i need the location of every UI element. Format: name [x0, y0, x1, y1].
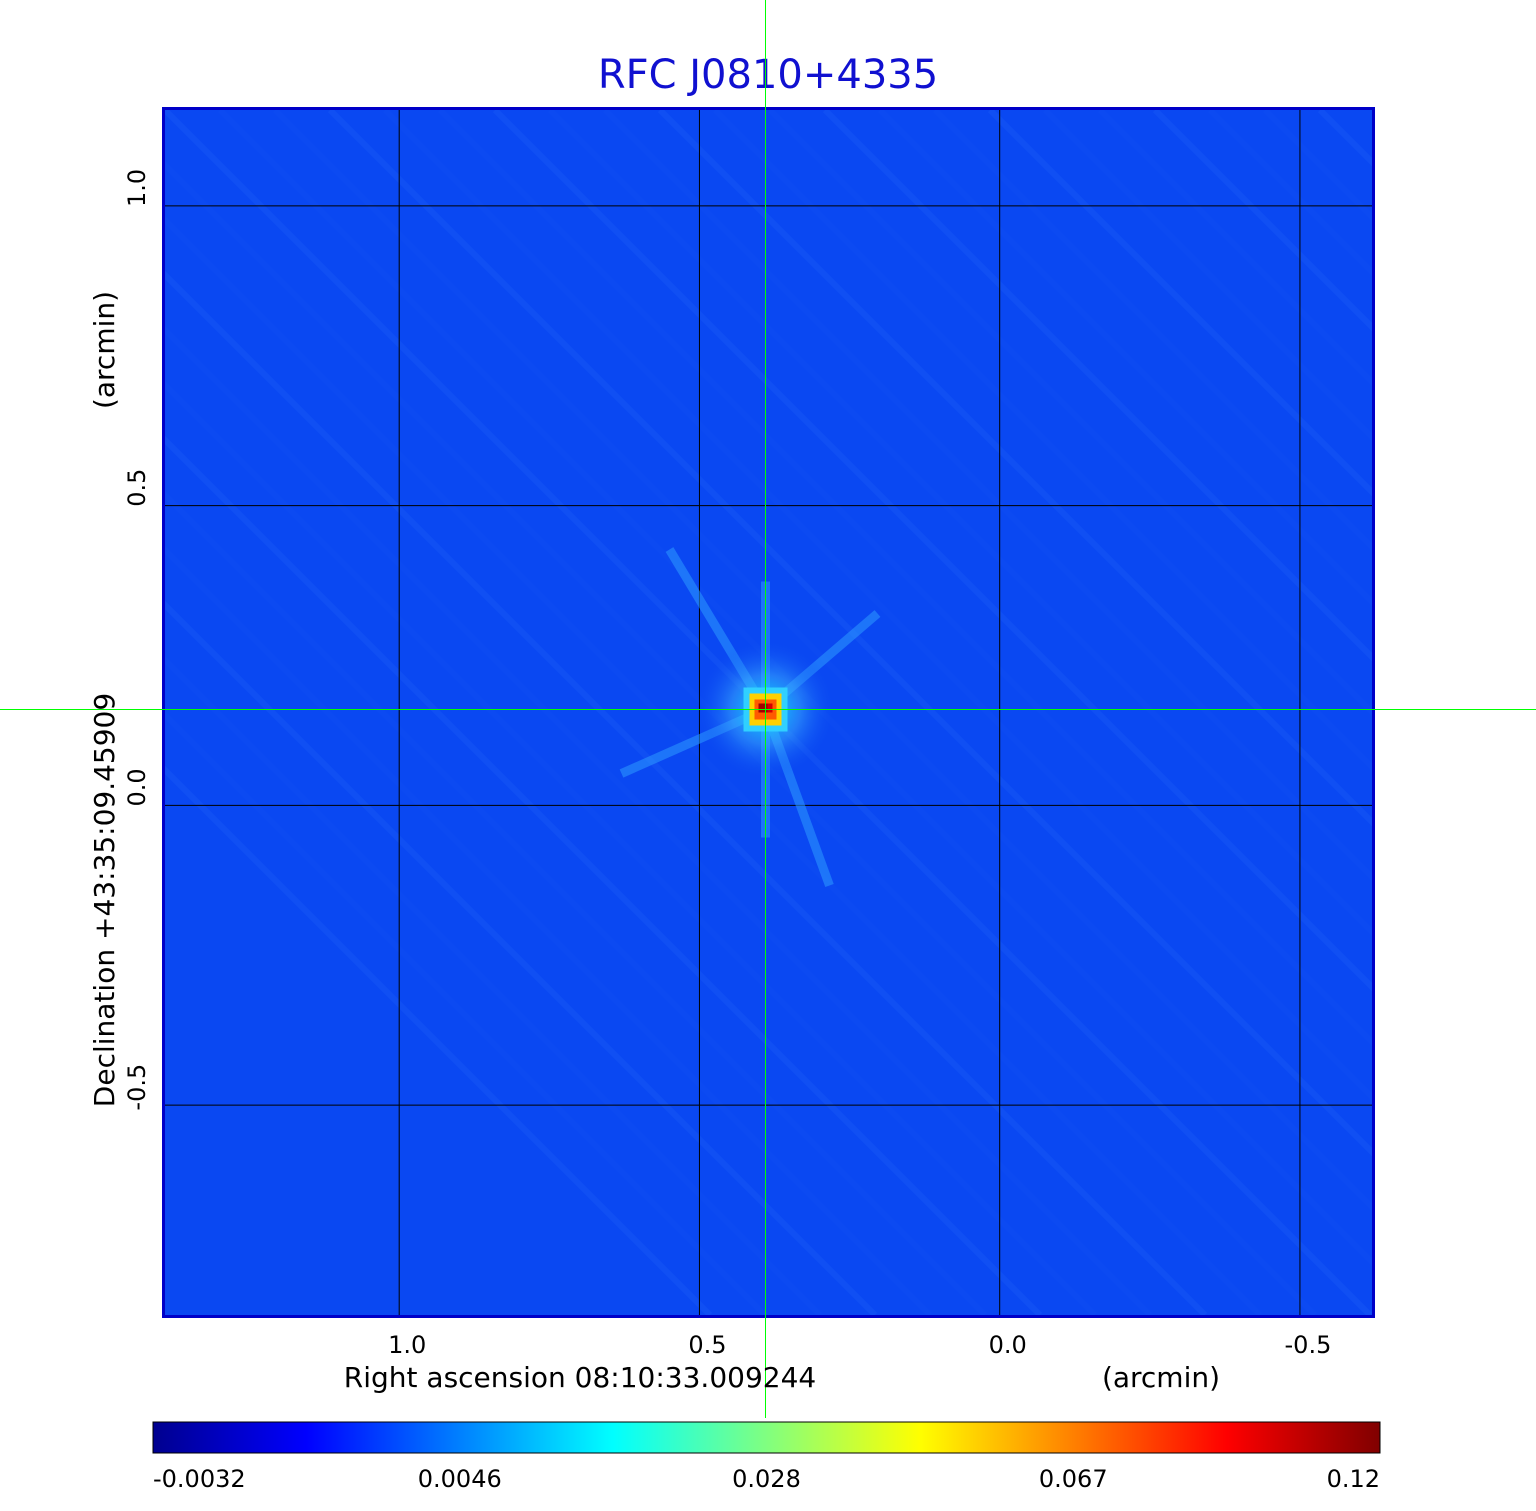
x-tick-label: -0.5	[1285, 1331, 1332, 1359]
texture-streak	[165, 600, 878, 1315]
colorbar-tick-labels: -0.0032 0.0046 0.028 0.067 0.12	[153, 1465, 1380, 1493]
texture-streak	[1042, 110, 1372, 442]
image-texture	[165, 110, 1536, 1315]
grid	[165, 110, 1372, 1315]
texture-streak	[547, 110, 1372, 937]
texture-streak	[1375, 110, 1536, 1315]
texture-streak	[987, 110, 1372, 497]
texture-streak	[712, 110, 1372, 772]
y-tick-label: -0.5	[123, 1064, 151, 1111]
texture-streak	[165, 765, 713, 1315]
source-peak	[767, 703, 773, 713]
texture-streak	[877, 110, 1372, 607]
y-tick-labels: 1.0 0.5 0.0 -0.5	[123, 169, 151, 1111]
texture-streak	[165, 710, 768, 1315]
x-tick-label: 1.0	[388, 1331, 426, 1359]
x-tick-label: 0.0	[989, 1331, 1027, 1359]
colorbar: -0.0032 0.0046 0.028 0.067 0.12	[152, 1421, 1381, 1493]
texture-streak	[272, 110, 1372, 1212]
texture-streak	[1097, 110, 1372, 387]
colorbar-tick-label: 0.12	[1327, 1465, 1380, 1493]
x-tick-label: 0.5	[688, 1331, 726, 1359]
texture-streak	[602, 110, 1372, 882]
texture-streak	[492, 110, 1372, 992]
texture-streak	[932, 110, 1372, 552]
texture-streak	[165, 215, 1263, 1315]
source-peak	[758, 703, 768, 713]
plot-area	[162, 107, 1536, 1318]
colorbar-tick-label: 0.0046	[418, 1465, 502, 1493]
texture-streak	[165, 655, 823, 1315]
texture-streak	[165, 545, 933, 1315]
plot-frame	[162, 107, 1375, 1318]
texture-streak	[382, 110, 1372, 1102]
texture-streak	[437, 110, 1372, 1047]
y-tick-label: 1.0	[123, 169, 151, 207]
y-axis-label: Declination +43:35:09.45909	[88, 693, 121, 1107]
colorbar-tick-label: 0.028	[732, 1465, 801, 1493]
colorbar-tick-label: 0.067	[1039, 1465, 1108, 1493]
texture-streak	[327, 110, 1372, 1157]
y-tick-label: 0.0	[123, 768, 151, 806]
colorbar-scale	[152, 1421, 1381, 1454]
colorbar-tick-label: -0.0032	[153, 1465, 246, 1493]
x-axis-unit: (arcmin)	[1102, 1361, 1220, 1394]
chart-title: RFC J0810+4335	[598, 52, 938, 98]
texture-streak	[165, 325, 1153, 1315]
texture-streak	[1152, 110, 1372, 332]
texture-streak	[657, 110, 1372, 827]
y-tick-label: 0.5	[123, 469, 151, 507]
x-axis-label: Right ascension 08:10:33.009244	[344, 1361, 816, 1394]
texture-streak	[165, 270, 1208, 1315]
x-tick-labels: 1.0 0.5 0.0 -0.5	[388, 1331, 1331, 1359]
texture-streak	[165, 380, 1098, 1315]
texture-streak	[165, 435, 1043, 1315]
crosshair	[0, 0, 1536, 1418]
y-axis-unit: (arcmin)	[88, 291, 121, 409]
texture-streak	[1430, 110, 1536, 1315]
texture-streak	[165, 490, 988, 1315]
texture-streak	[822, 110, 1372, 662]
texture-streak	[767, 110, 1372, 717]
